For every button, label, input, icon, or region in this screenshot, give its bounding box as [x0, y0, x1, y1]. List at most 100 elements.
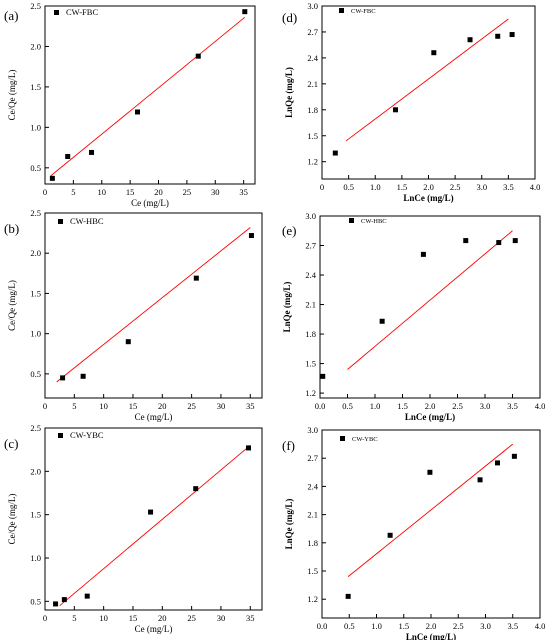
data-point: [511, 453, 517, 459]
y-tick-label: 1.5: [307, 566, 318, 576]
x-tick-label: 10: [98, 187, 107, 197]
x-tick-label: 3.5: [507, 621, 518, 631]
data-point: [512, 238, 518, 244]
data-point: [195, 53, 201, 59]
x-axis-label: Ce (mg/L): [131, 198, 169, 208]
x-tick-label: 20: [158, 613, 167, 623]
y-tick-label: 2.7: [307, 453, 318, 463]
data-point: [61, 597, 67, 603]
x-tick-label: 5: [71, 187, 75, 197]
x-tick-label: 15: [129, 401, 138, 411]
x-tick-label: 5: [72, 613, 76, 623]
data-point: [246, 445, 252, 451]
legend-label: CW-FBC: [351, 8, 376, 15]
x-tick-label: 2.0: [423, 182, 434, 192]
y-tick-label: 1.8: [307, 538, 318, 548]
x-tick-label: 0.5: [343, 182, 354, 192]
data-point: [125, 339, 131, 345]
y-tick-label: 2.4: [307, 481, 318, 491]
x-tick-label: 15: [126, 187, 135, 197]
x-tick-label: 0.0: [315, 401, 326, 411]
legend-label: CW-HBC: [361, 218, 387, 225]
legend: CW-FBC: [339, 8, 376, 15]
x-tick-label: 35: [246, 613, 255, 623]
x-tick-label: 3.0: [480, 401, 491, 411]
panel-label: (d): [282, 10, 297, 25]
chart-panel-f: 0.0 0.5 1.0 1.5 2.0 2.5 3.0 3.5 4.0 1.2 1.5 1.8 2.1 2…: [282, 425, 545, 640]
fit-line: [347, 230, 513, 370]
data-point: [509, 32, 515, 38]
x-tick-label: 10: [99, 401, 108, 411]
chart-panel-d: 0 0.5 1.0 1.5 2.0 2.5 3.0 3.5 4.0 1.2 1.5 1.8 2.1 2.4…: [282, 1, 540, 203]
panel-label: (c): [4, 436, 18, 451]
data-point: [467, 37, 473, 43]
plot-frame: [44, 212, 263, 399]
x-tick-label: 0: [320, 182, 324, 192]
data-point: [431, 50, 437, 56]
plot-frame: [321, 5, 536, 180]
legend-marker: [58, 219, 63, 224]
x-tick-label: 0: [43, 613, 47, 623]
y-tick-label: 1.5: [305, 359, 316, 369]
data-point: [248, 233, 254, 239]
data-point: [477, 477, 483, 483]
data-point: [80, 373, 86, 379]
data-point: [193, 486, 199, 492]
data-point: [53, 601, 59, 607]
data-point: [148, 509, 154, 515]
x-tick-label: 2.5: [450, 182, 461, 192]
x-tick-label: 15: [129, 613, 138, 623]
chart-panel-e: 0.0 0.5 1.0 1.5 2.0 2.5 3.0 3.5 4.0 1.2 1.5 1.8 2.1 2…: [282, 211, 545, 422]
x-tick-label: 5: [72, 401, 76, 411]
x-tick-label: 20: [154, 187, 163, 197]
y-tick-label: 2.5: [30, 423, 41, 433]
legend-marker: [54, 10, 59, 15]
data-point: [60, 375, 66, 381]
panel-label: (a): [4, 8, 18, 23]
x-tick-label: 30: [217, 401, 226, 411]
data-point: [49, 175, 55, 181]
x-tick-label: 3.0: [476, 182, 487, 192]
fit-line: [50, 16, 246, 177]
x-axis-label: LnCe (mg/L): [405, 412, 455, 422]
x-axis-label: Ce (mg/L): [135, 624, 173, 634]
y-tick-label: 0.5: [30, 596, 41, 606]
y-tick-label: 3.0: [305, 211, 316, 221]
x-tick-label: 1.5: [397, 401, 408, 411]
legend: CW-FBC: [54, 7, 98, 17]
y-axis-label: LnQe (mg/L): [284, 67, 294, 118]
x-tick-label: 3.5: [503, 182, 514, 192]
fit-line: [56, 227, 251, 383]
data-point: [427, 469, 433, 475]
y-tick-label: 2.7: [305, 241, 316, 251]
legend-marker: [339, 8, 344, 13]
x-tick-label: 2.5: [452, 401, 463, 411]
y-tick-label: 0.5: [30, 163, 41, 173]
x-tick-label: 2.0: [426, 621, 437, 631]
x-tick-label: 35: [239, 187, 248, 197]
x-tick-label: 1.0: [371, 621, 382, 631]
data-point: [463, 238, 469, 244]
legend: CW-YBC: [58, 430, 104, 440]
x-tick-label: 2.5: [453, 621, 464, 631]
data-point: [387, 532, 393, 538]
legend-marker: [349, 218, 354, 223]
panel-label: (e): [282, 223, 296, 238]
x-tick-label: 10: [99, 613, 108, 623]
y-tick-label: 3.0: [307, 425, 318, 435]
y-tick-label: 1.0: [30, 553, 41, 563]
x-tick-label: 4.0: [530, 182, 541, 192]
y-tick-label: 2.1: [307, 79, 318, 89]
x-tick-label: 25: [187, 401, 196, 411]
fit-line: [59, 444, 251, 607]
plot-frame: [44, 5, 256, 185]
data-point: [345, 593, 351, 599]
panel-label: (f): [282, 438, 295, 453]
data-point: [84, 593, 90, 599]
x-tick-label: 0: [43, 401, 47, 411]
legend: CW-YBC: [340, 436, 378, 443]
data-point: [379, 318, 385, 324]
legend: CW-HBC: [349, 218, 387, 225]
plot-frame: [319, 215, 541, 399]
